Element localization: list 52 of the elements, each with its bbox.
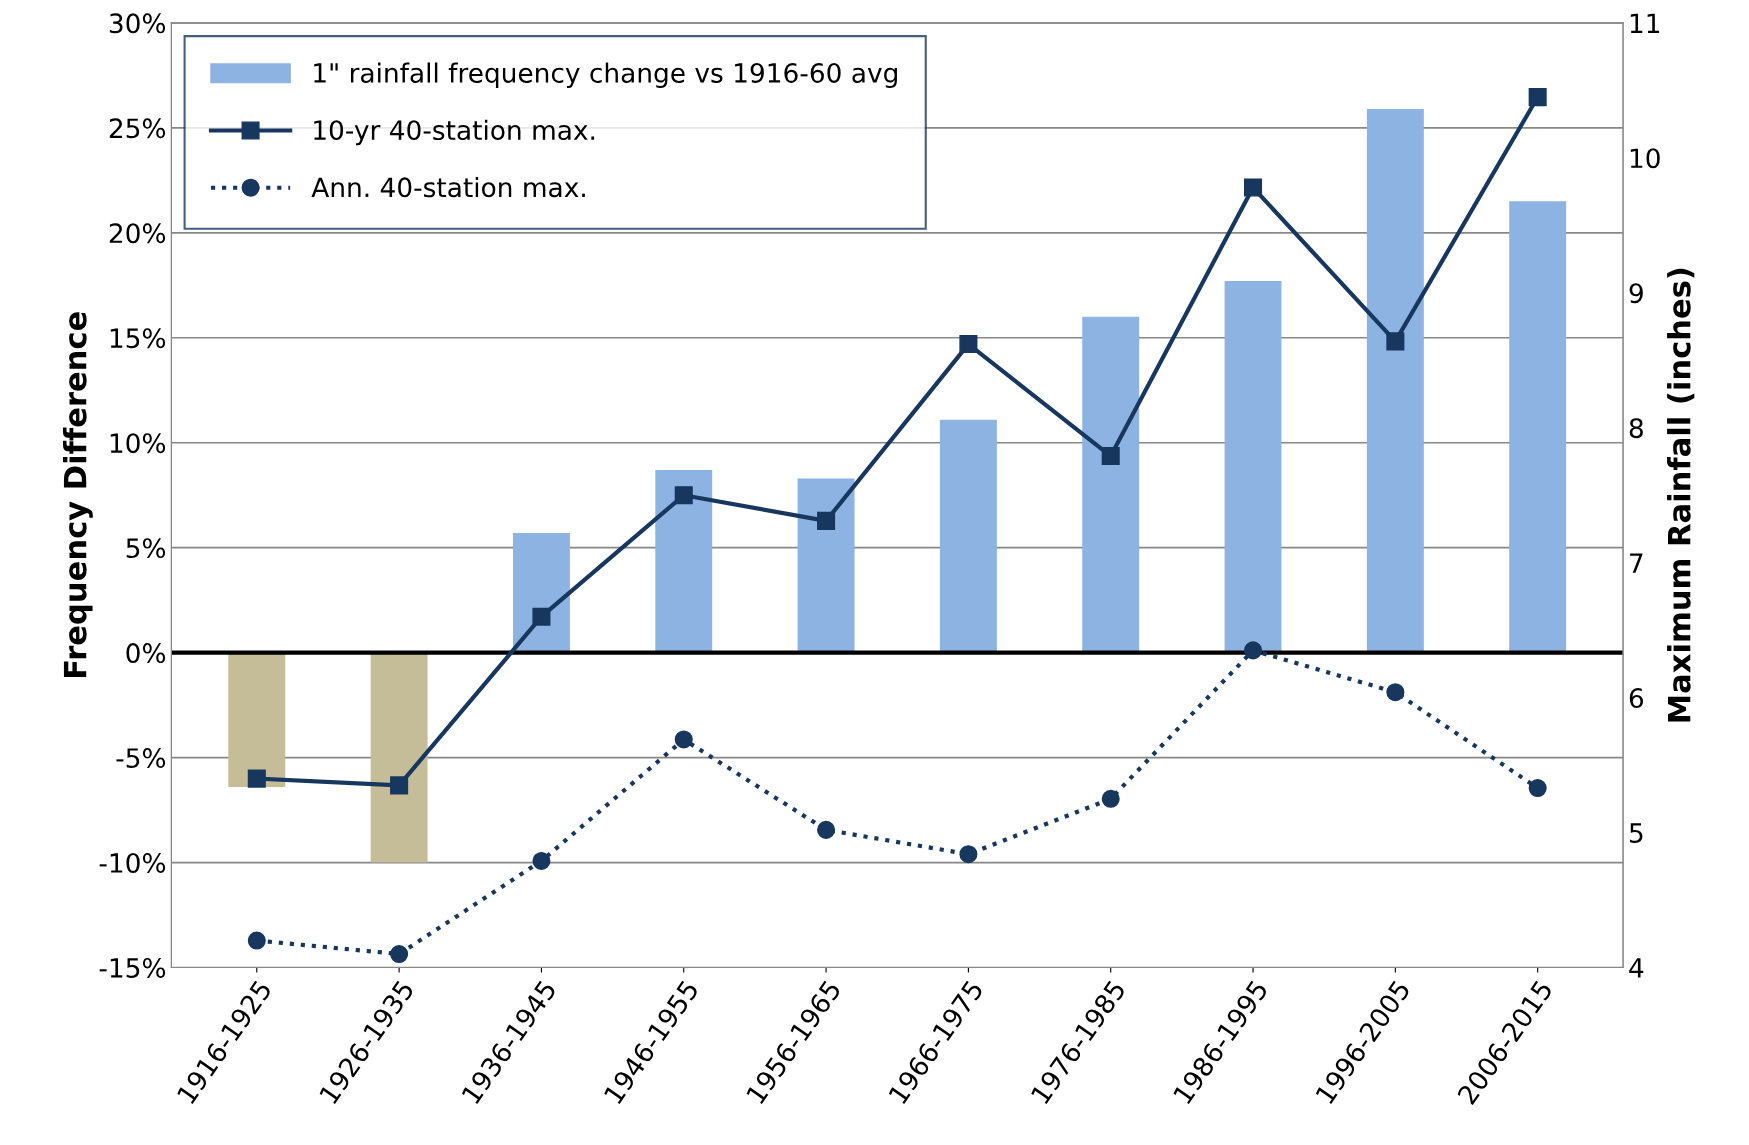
- point: [1528, 779, 1547, 798]
- point: [1386, 332, 1405, 351]
- y-tick-label: 20%: [109, 223, 166, 244]
- point: [247, 931, 266, 950]
- point: [1101, 447, 1120, 466]
- y-tick-label: 10%: [110, 433, 166, 454]
- y2-tick-label: 10: [1630, 148, 1660, 169]
- bar: [1509, 201, 1567, 653]
- y-tick-label: 30%: [109, 13, 166, 34]
- legend-label: 10-yr 40-station max.: [314, 119, 595, 146]
- bar: [228, 652, 286, 787]
- legend-label: 1" rainfall frequency change vs 1916-60 avg: [314, 62, 897, 89]
- legend-label: Ann. 40-station max.: [311, 176, 585, 198]
- y2-tick-label: 7: [1630, 553, 1643, 573]
- point: [247, 769, 266, 788]
- y2-tick-label: 5: [1629, 823, 1643, 843]
- point: [532, 607, 551, 626]
- point: [674, 730, 693, 749]
- y-tick-label: -10%: [99, 853, 166, 873]
- y2-axis-title: Maximum Rainfall (inches): [1667, 268, 1695, 722]
- y2-tick-label: 9: [1629, 283, 1643, 304]
- point: [390, 776, 409, 795]
- y-tick-label: 25%: [109, 118, 166, 139]
- y-tick-label: 0%: [126, 643, 166, 664]
- point: [1244, 178, 1263, 197]
- y2-tick-label: 4: [1629, 958, 1644, 978]
- bar: [655, 470, 713, 653]
- bar: [939, 419, 997, 653]
- bar: [1366, 108, 1424, 653]
- y-tick-label: 15%: [110, 328, 166, 349]
- point: [1528, 88, 1547, 107]
- bar: [370, 652, 428, 863]
- bar: [1224, 281, 1282, 653]
- bar: [1082, 316, 1140, 653]
- point: [959, 845, 978, 864]
- y-tick-label: -5%: [116, 748, 166, 769]
- point: [817, 820, 836, 839]
- y2-tick-label: 11: [1630, 13, 1660, 33]
- y-tick-label: 5%: [126, 538, 166, 559]
- point: [817, 511, 836, 530]
- point: [1386, 683, 1405, 702]
- point: [1244, 641, 1263, 660]
- y2-tick-label: 8: [1629, 418, 1643, 439]
- y-axis-title: Frequency Difference: [63, 312, 93, 677]
- point: [1101, 789, 1120, 808]
- point: [674, 486, 693, 505]
- y2-tick-label: 6: [1629, 688, 1644, 709]
- point: [390, 945, 409, 964]
- point: [959, 335, 978, 354]
- y-tick-label: -15%: [99, 957, 166, 978]
- bar: [797, 478, 855, 653]
- point: [532, 851, 551, 870]
